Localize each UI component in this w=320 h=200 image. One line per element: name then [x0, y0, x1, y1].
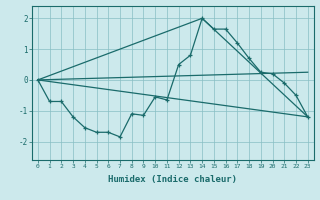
X-axis label: Humidex (Indice chaleur): Humidex (Indice chaleur) — [108, 175, 237, 184]
